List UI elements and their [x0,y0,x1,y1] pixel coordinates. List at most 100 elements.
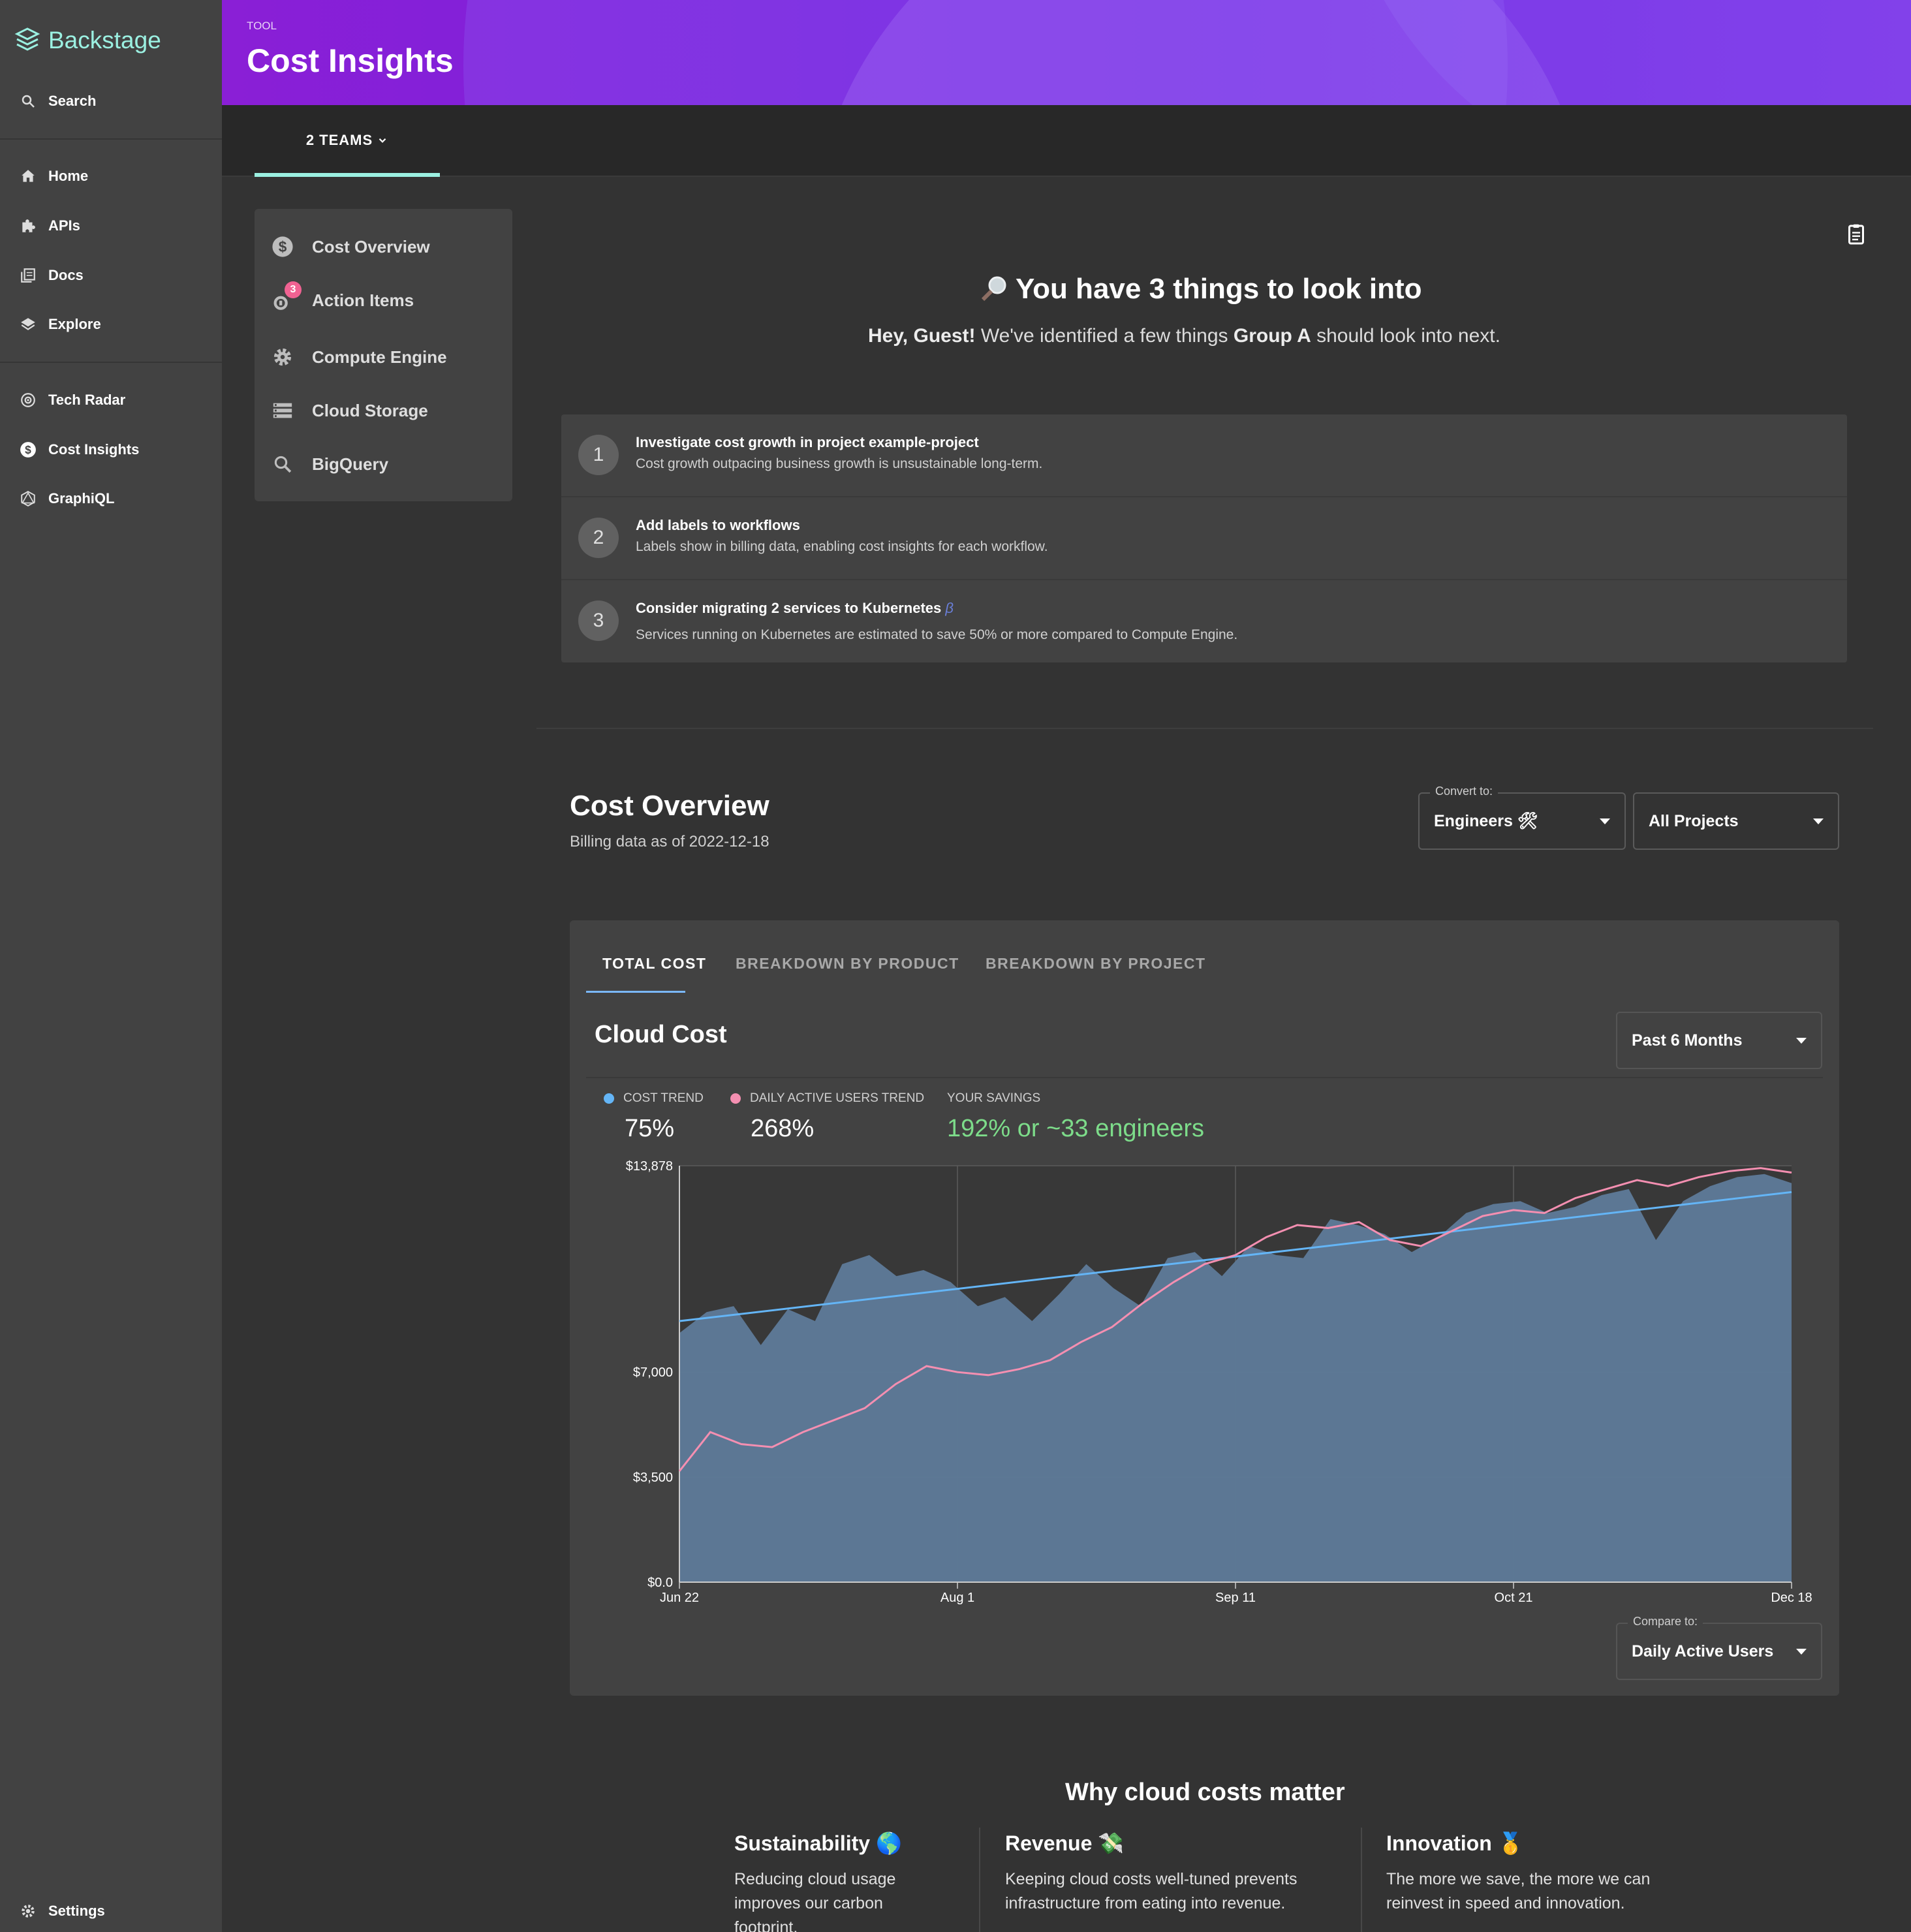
why-body: Reducing cloud usage improves our carbon… [734,1870,896,1932]
page-header: TOOL Cost Insights [222,0,1911,105]
svg-text:$: $ [279,238,287,255]
compare-to-label: Compare to: [1628,1615,1703,1628]
menu-item-compute-engine[interactable]: Compute Engine [272,341,447,373]
why-innovation: Innovation 🥇 The more we save, the more … [1386,1831,1686,1916]
dau-trend-value: 268% [751,1115,815,1142]
card-divider [586,1077,1823,1078]
svg-text:$: $ [25,443,31,456]
convert-to-select[interactable]: Convert to: Engineers 🛠 [1418,785,1626,850]
subtitle-text: We've identified a few things [975,325,1234,347]
project-value: All Projects [1649,811,1739,830]
tab-total-cost[interactable]: TOTAL COST [602,954,707,972]
tab-breakdown-by-project[interactable]: BREAKDOWN BY PROJECT [986,954,1206,972]
sidebar-item-label: Settings [48,1903,105,1919]
cloud-cost-chart[interactable]: $0.0 $3,500 $7,000 $13,878 Jun 22 Aug 1 Sep 11… [570,920,1839,1696]
legend-dot [604,1093,614,1104]
action-description: Labels show in billing data, enabling co… [636,539,1048,554]
legend-label: YOUR SAVINGS [947,1091,1041,1105]
cost-insights-menu: $ Cost Overview 3 Action Items Compute E… [255,209,512,501]
legend-dau-trend: DAILY ACTIVE USERS TREND [730,1091,924,1106]
sidebar-item-label: Cost Insights [48,441,140,458]
sidebar-item-label: Tech Radar [48,392,126,408]
header-type: TOOL [247,20,277,32]
sidebar-item-apis[interactable]: APIs [0,204,222,247]
sidebar: Backstage Search Home APIs Docs Explore [0,0,222,1932]
backstage-logo-icon [14,27,40,51]
sidebar-item-cost-insights[interactable]: $ Cost Insights [0,428,222,471]
header-decoration [463,0,1508,105]
x-tick-label: Dec 18 [1771,1591,1812,1605]
sidebar-divider [0,362,222,363]
action-number: 1 [578,435,619,475]
sidebar-item-docs[interactable]: Docs [0,254,222,297]
sidebar-item-label: Explore [48,316,101,332]
bell-icon: 3 [272,281,302,311]
why-revenue: Revenue 💸 Keeping cloud costs well-tuned… [1005,1831,1344,1916]
radar-icon [18,390,38,410]
section-divider [536,728,1873,729]
cost-overview-title: Cost Overview [570,790,769,822]
menu-item-label: Cost Overview [312,236,430,257]
compare-to-value: Daily Active Users [1632,1642,1774,1660]
layers-icon [18,315,38,334]
billing-date: Billing data as of 2022-12-18 [570,833,769,850]
sidebar-item-settings[interactable]: Settings [0,1890,222,1932]
menu-item-cloud-storage[interactable]: Cloud Storage [272,394,428,427]
menu-item-bigquery[interactable]: BigQuery [272,448,388,480]
list-item[interactable]: 3 Consider migrating 2 services to Kuber… [561,580,1847,663]
dropdown-caret-icon [1796,1038,1807,1044]
why-sustainability: Sustainability 🌎 Reducing cloud usage im… [734,1831,917,1932]
action-items-list: 1 Investigate cost growth in project exa… [561,414,1847,662]
x-tick-label: Sep 11 [1215,1591,1256,1605]
cloud-cost-title: Cloud Cost [595,1021,727,1048]
menu-item-cost-overview[interactable]: $ Cost Overview [272,230,430,263]
y-tick-label: $13,878 [626,1159,673,1174]
why-title: Why cloud costs matter [1065,1779,1345,1806]
sidebar-item-tech-radar[interactable]: Tech Radar [0,379,222,422]
menu-item-action-items[interactable]: 3 Action Items [272,281,414,317]
x-tick-label: Oct 21 [1495,1591,1533,1605]
action-description: Services running on Kubernetes are estim… [636,627,1238,642]
why-heading: Innovation 🥇 [1386,1831,1686,1856]
sidebar-item-explore[interactable]: Explore [0,303,222,346]
project-select[interactable]: All Projects [1633,792,1839,850]
column-divider [1361,1828,1362,1932]
home-icon [18,166,38,186]
savings-value: 192% or ~33 engineers [947,1115,1205,1142]
team-tab-bar: 2 TEAMS [222,105,1911,177]
legend-cost-trend: COST TREND [604,1091,704,1106]
menu-item-label: Cloud Storage [312,400,428,420]
gear-icon [18,1901,38,1921]
dropdown-caret-icon [1813,818,1824,824]
search-icon [18,91,38,111]
action-title: Add labels to workflows [636,517,800,533]
sidebar-item-home[interactable]: Home [0,155,222,198]
list-item[interactable]: 2 Add labels to workflows Labels show in… [561,497,1847,580]
page-title: Cost Insights [247,42,454,79]
copy-url-button[interactable] [1844,222,1868,245]
why-heading-text: Sustainability [734,1831,871,1855]
x-tick-label: Jun 22 [660,1591,699,1605]
tab-teams[interactable]: 2 TEAMS [255,105,440,176]
action-title: Investigate cost growth in project examp… [636,434,979,450]
legend-savings: YOUR SAVINGS [947,1091,1040,1106]
cost-trend-line [679,1191,1792,1322]
sidebar-search[interactable]: Search [0,80,222,123]
cost-trend-value: 75% [625,1115,675,1142]
why-body: Keeping cloud costs well-tuned prevents … [1005,1870,1297,1912]
compare-to-select[interactable]: Compare to: Daily Active Users [1616,1615,1822,1680]
medal-icon: 🥇 [1497,1831,1524,1855]
graphql-icon [18,489,38,508]
legend-dot [730,1093,741,1104]
period-select[interactable]: Past 6 Months [1616,1012,1822,1069]
tab-breakdown-by-product[interactable]: BREAKDOWN BY PRODUCT [736,954,959,972]
sidebar-item-graphiql[interactable]: GraphiQL [0,477,222,520]
convert-to-value: Engineers 🛠 [1434,811,1538,830]
action-items-title: You have 3 things to look into [979,273,1422,305]
backstage-logo[interactable]: Backstage [14,23,161,57]
greeting: Hey, Guest! [868,325,976,347]
list-item[interactable]: 1 Investigate cost growth in project exa… [561,414,1847,497]
app-name: Backstage [48,27,161,54]
why-heading-text: Innovation [1386,1831,1492,1855]
tab-teams-label: 2 TEAMS [305,132,373,148]
